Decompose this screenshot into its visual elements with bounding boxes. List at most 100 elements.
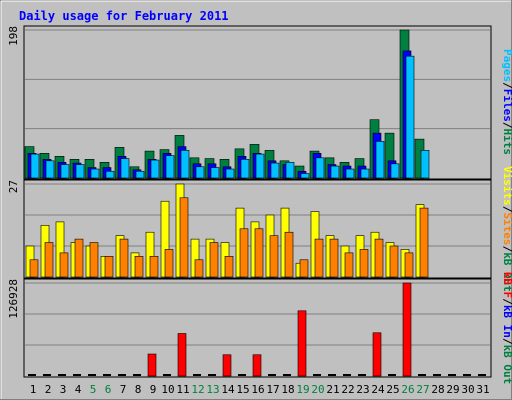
- bar-pages-day-21: [330, 165, 340, 179]
- bar-sites-day-8: [134, 256, 144, 278]
- bar-kbf-zero-day-29: [448, 374, 456, 376]
- day-label-30: 30: [461, 383, 474, 396]
- kb-legend-part-2: kB In: [501, 305, 512, 338]
- bar-sites-day-18: [284, 231, 294, 278]
- bar-sites-day-23: [359, 249, 369, 278]
- day-label-18: 18: [281, 383, 294, 396]
- kb-legend-part-3: /: [501, 338, 512, 345]
- bar-pages-day-11: [180, 150, 190, 179]
- bar-kbf-zero-day-4: [73, 374, 81, 376]
- hits-legend-part-4: Hits: [501, 129, 512, 156]
- bar-kbf-zero-day-2: [43, 374, 51, 376]
- bar-kbf-zero-day-5: [88, 374, 96, 376]
- hits-legend-part-0: Pages: [501, 49, 512, 82]
- bar-kbf-zero-day-10: [163, 374, 171, 376]
- day-label-28: 28: [431, 383, 444, 396]
- visits-legend-part-1: /: [501, 206, 512, 213]
- bar-sites-day-1: [29, 259, 39, 278]
- bar-pages-day-17: [270, 162, 280, 179]
- bar-pages-day-2: [45, 160, 55, 179]
- bar-pages-day-14: [225, 168, 235, 179]
- bar-pages-day-22: [345, 168, 355, 179]
- day-label-5: 5: [90, 383, 97, 396]
- day-label-20: 20: [311, 383, 324, 396]
- bar-pages-day-4: [75, 164, 85, 179]
- bar-kbf-zero-day-25: [388, 374, 396, 376]
- bar-sites-day-2: [44, 242, 54, 278]
- bar-pages-day-25: [390, 163, 400, 179]
- bar-kbf-zero-day-30: [463, 374, 471, 376]
- bar-sites-day-13: [209, 242, 219, 278]
- day-label-26: 26: [401, 383, 414, 396]
- bar-kbf-day-9: [147, 353, 157, 377]
- kb-legend-part-1: /: [501, 298, 512, 305]
- bar-pages-day-24: [375, 141, 385, 179]
- day-label-6: 6: [105, 383, 112, 396]
- day-label-21: 21: [326, 383, 339, 396]
- kb-legend-part-0: kB F: [501, 272, 512, 299]
- bar-sites-day-5: [89, 242, 99, 278]
- bar-sites-day-27: [419, 207, 429, 278]
- bar-kbf-zero-day-23: [358, 374, 366, 376]
- day-label-4: 4: [75, 383, 82, 396]
- bar-sites-day-10: [164, 249, 174, 278]
- bar-kbf-zero-day-7: [118, 374, 126, 376]
- bar-sites-day-14: [224, 256, 234, 278]
- day-label-10: 10: [161, 383, 174, 396]
- bar-sites-day-16: [254, 228, 264, 278]
- bar-kbf-zero-day-17: [268, 374, 276, 376]
- hits-max-label: 198: [7, 26, 20, 46]
- bar-sites-day-6: [104, 256, 114, 278]
- bars: [24, 29, 486, 377]
- bar-kbf-day-24: [372, 332, 382, 377]
- day-label-23: 23: [356, 383, 369, 396]
- bar-pages-day-3: [60, 164, 70, 179]
- day-label-1: 1: [30, 383, 37, 396]
- bar-kbf-zero-day-12: [193, 374, 201, 376]
- bar-kbf-zero-day-18: [283, 374, 291, 376]
- day-label-31: 31: [476, 383, 489, 396]
- kb-max-label: 126928: [7, 279, 20, 319]
- bar-kbf-day-11: [177, 333, 187, 377]
- bar-pages-day-27: [420, 150, 430, 179]
- bar-kbf-zero-day-28: [433, 374, 441, 376]
- bar-sites-day-20: [314, 238, 324, 278]
- kb-legend: kB F/kB In/kB Out: [501, 272, 512, 385]
- day-label-17: 17: [266, 383, 279, 396]
- visits-max-label: 27: [7, 180, 20, 193]
- day-label-9: 9: [150, 383, 157, 396]
- day-label-11: 11: [176, 383, 189, 396]
- bar-sites-day-3: [59, 252, 69, 278]
- bar-sites-day-24: [374, 238, 384, 278]
- bar-sites-day-15: [239, 228, 249, 278]
- visits-legend-part-2: Sites: [501, 212, 512, 245]
- bar-sites-day-26: [404, 252, 414, 278]
- visits-legend-part-3: /: [501, 246, 512, 253]
- bar-pages-day-15: [240, 159, 250, 179]
- hits-legend-part-1: /: [501, 82, 512, 89]
- bar-pages-day-1: [30, 153, 40, 179]
- bar-kbf-zero-day-8: [133, 374, 141, 376]
- day-label-19: 19: [296, 383, 309, 396]
- bar-kbf-zero-day-20: [313, 374, 321, 376]
- bar-sites-day-9: [149, 256, 159, 278]
- visits-legend: Visits/Sites/kB Out: [501, 166, 512, 292]
- day-label-27: 27: [416, 383, 429, 396]
- bar-sites-day-21: [329, 238, 339, 278]
- bar-sites-day-12: [194, 259, 204, 278]
- bar-kbf-zero-day-31: [478, 374, 486, 376]
- day-label-3: 3: [60, 383, 67, 396]
- visits-legend-part-0: Visits: [501, 166, 512, 206]
- chart-title: Daily usage for February 2011: [19, 9, 229, 23]
- bar-sites-day-19: [299, 259, 309, 278]
- bar-pages-day-5: [90, 168, 100, 179]
- hits-legend-part-3: /: [501, 122, 512, 129]
- bar-pages-day-7: [120, 158, 130, 179]
- bar-pages-day-18: [285, 162, 295, 179]
- bar-kbf-zero-day-6: [103, 374, 111, 376]
- day-label-16: 16: [251, 383, 264, 396]
- day-label-15: 15: [236, 383, 249, 396]
- day-label-7: 7: [120, 383, 127, 396]
- day-label-2: 2: [45, 383, 52, 396]
